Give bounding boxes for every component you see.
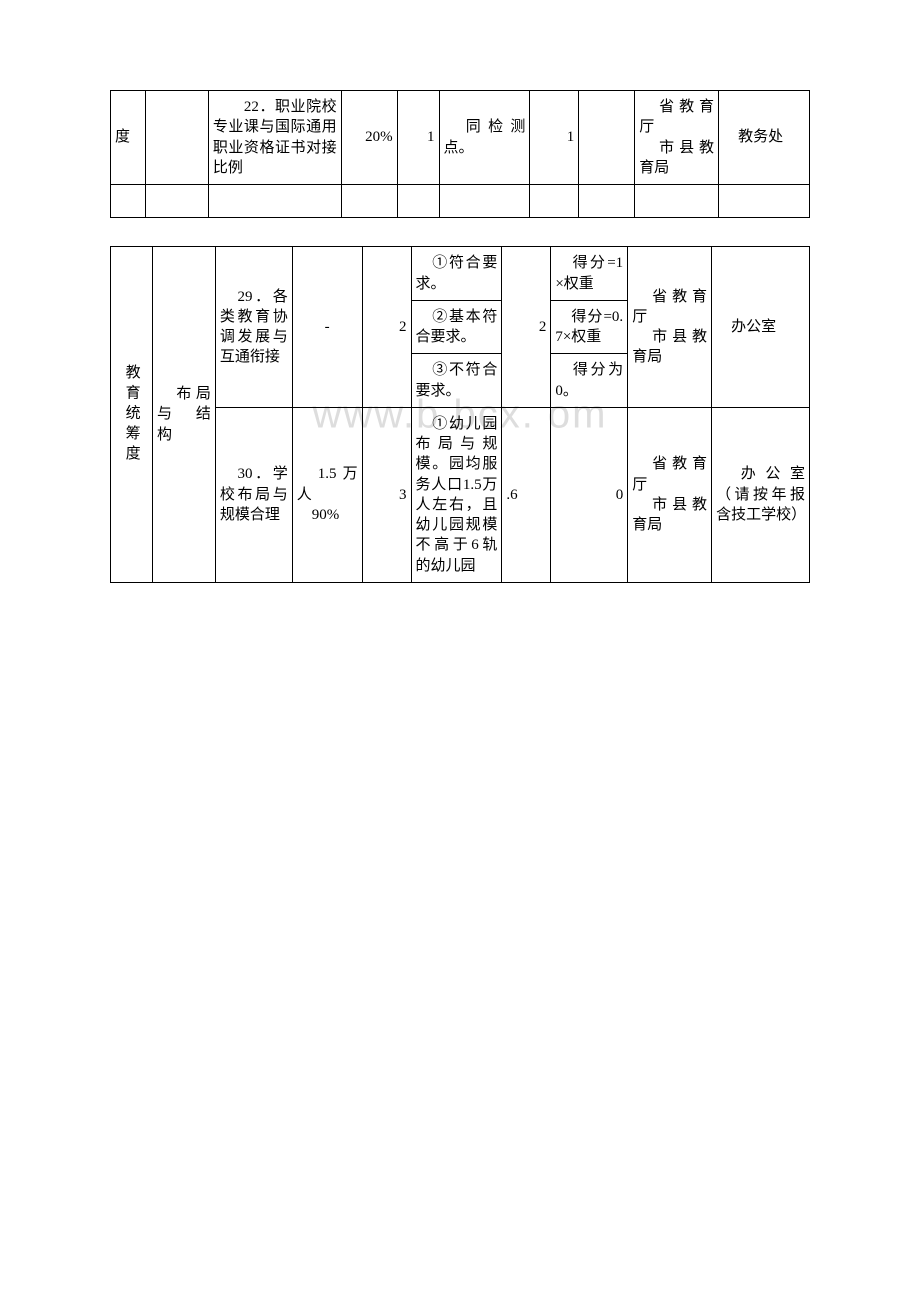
cell-empty bbox=[341, 185, 397, 218]
table-row: 教育统筹度 布局与 结构 29．各类教育协调发展与互通衔接 - 2 ①符合要求。… bbox=[111, 247, 810, 301]
cell-criteria: ②基本符合要求。 bbox=[411, 300, 502, 354]
cell-score: 0 bbox=[551, 407, 628, 582]
cell-empty bbox=[635, 185, 719, 218]
cell-empty bbox=[439, 185, 530, 218]
cell-empty bbox=[208, 185, 341, 218]
cell-cat bbox=[145, 91, 208, 185]
cell-empty bbox=[111, 185, 146, 218]
cell-empty bbox=[719, 185, 810, 218]
cell-score: 得分=1×权重 bbox=[551, 247, 628, 301]
cell-target: - bbox=[292, 247, 362, 408]
cell-criteria: ①符合要求。 bbox=[411, 247, 502, 301]
cell-dept: 省教育厅 市县教育局 bbox=[635, 91, 719, 185]
cell-score: 得分为0。 bbox=[551, 354, 628, 408]
cell-coef: .6 bbox=[502, 407, 551, 582]
cell-indicator: 22．职业院校专业课与国际通用职业资格证书对接比例 bbox=[208, 91, 341, 185]
cell-office: 办公室 bbox=[712, 247, 810, 408]
table-row: 30．学校布局与规模合理 1.5万人 90% 3 ①幼儿园布局与规模。园均服务人… bbox=[111, 407, 810, 582]
cell-weight: 1 bbox=[397, 91, 439, 185]
cell-dimension: 教育统筹度 bbox=[111, 247, 153, 583]
cell-weight: 2 bbox=[362, 247, 411, 408]
cell-office: 办公室（请按年报含技工学校） bbox=[712, 407, 810, 582]
table-bottom: 教育统筹度 布局与 结构 29．各类教育协调发展与互通衔接 - 2 ①符合要求。… bbox=[110, 246, 810, 583]
cell-indicator: 30．学校布局与规模合理 bbox=[215, 407, 292, 582]
cell-criteria: 同检测点。 bbox=[439, 91, 530, 185]
cell-coef: 2 bbox=[502, 247, 551, 408]
cell-indicator: 29．各类教育协调发展与互通衔接 bbox=[215, 247, 292, 408]
cell-coef: 1 bbox=[530, 91, 579, 185]
cell-category: 布局与 结构 bbox=[152, 247, 215, 583]
cell-empty bbox=[530, 185, 579, 218]
cell-dept: 省教育厅 市县教育局 bbox=[628, 407, 712, 582]
cell-score bbox=[579, 91, 635, 185]
cell-score: 得分=0.7×权重 bbox=[551, 300, 628, 354]
cell-criteria: ①幼儿园布局与规模。园均服务人口1.5万人左右，且幼儿园规模不高于6轨的幼儿园 bbox=[411, 407, 502, 582]
cell-empty bbox=[579, 185, 635, 218]
table-row-empty bbox=[111, 185, 810, 218]
table-top: 度 22．职业院校专业课与国际通用职业资格证书对接比例 20% 1 同检测点。 … bbox=[110, 90, 810, 218]
cell-criteria: ③不符合要求。 bbox=[411, 354, 502, 408]
cell-empty bbox=[397, 185, 439, 218]
cell-target: 1.5万人 90% bbox=[292, 407, 362, 582]
cell-weight: 3 bbox=[362, 407, 411, 582]
cell-empty bbox=[145, 185, 208, 218]
cell-dim: 度 bbox=[111, 91, 146, 185]
cell-office: 教务处 bbox=[719, 91, 810, 185]
cell-dept: 省教育厅 市县教育局 bbox=[628, 247, 712, 408]
cell-target: 20% bbox=[341, 91, 397, 185]
table-row: 度 22．职业院校专业课与国际通用职业资格证书对接比例 20% 1 同检测点。 … bbox=[111, 91, 810, 185]
